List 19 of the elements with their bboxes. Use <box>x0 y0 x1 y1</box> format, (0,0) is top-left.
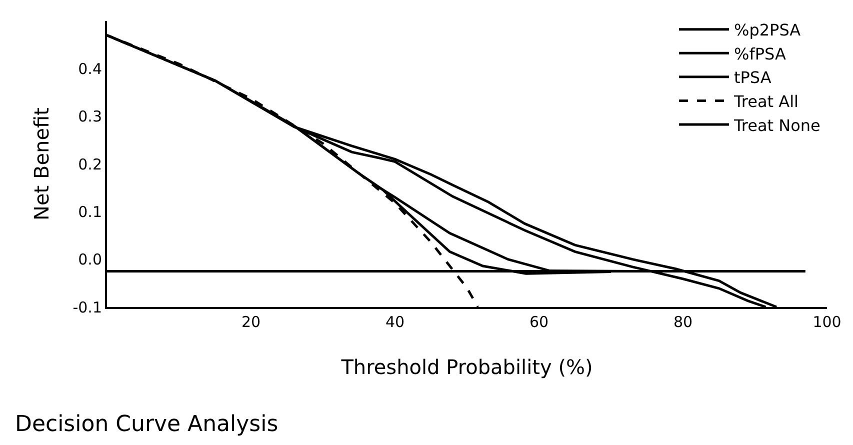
y-tick-label: 0.1 <box>78 202 102 221</box>
y-tick-label: 0.4 <box>78 60 102 78</box>
legend-label: %fPSA <box>734 44 786 64</box>
y-tick-label: -0.1 <box>72 298 102 316</box>
legend-label: Treat All <box>733 92 798 111</box>
x-tick-label: 80 <box>673 313 693 331</box>
text: Decision Curve Analysis <box>15 412 278 437</box>
x-tick-label: 100 <box>812 313 842 331</box>
legend-label: %p2PSA <box>734 20 801 40</box>
y-axis-title: Net Benefit <box>30 107 54 220</box>
x-axis-title: Threshold Probability (%) <box>340 355 593 379</box>
x-tick-label: 40 <box>385 313 405 331</box>
legend-label: tPSA <box>734 68 772 88</box>
y-tick-label: 0.0 <box>78 250 102 269</box>
y-tick-label: 0.2 <box>78 155 102 174</box>
x-tick-label: 60 <box>529 313 549 331</box>
y-tick-label: 0.3 <box>78 108 102 126</box>
x-tick-label: 20 <box>241 313 261 331</box>
legend-label: Treat None <box>733 116 820 135</box>
